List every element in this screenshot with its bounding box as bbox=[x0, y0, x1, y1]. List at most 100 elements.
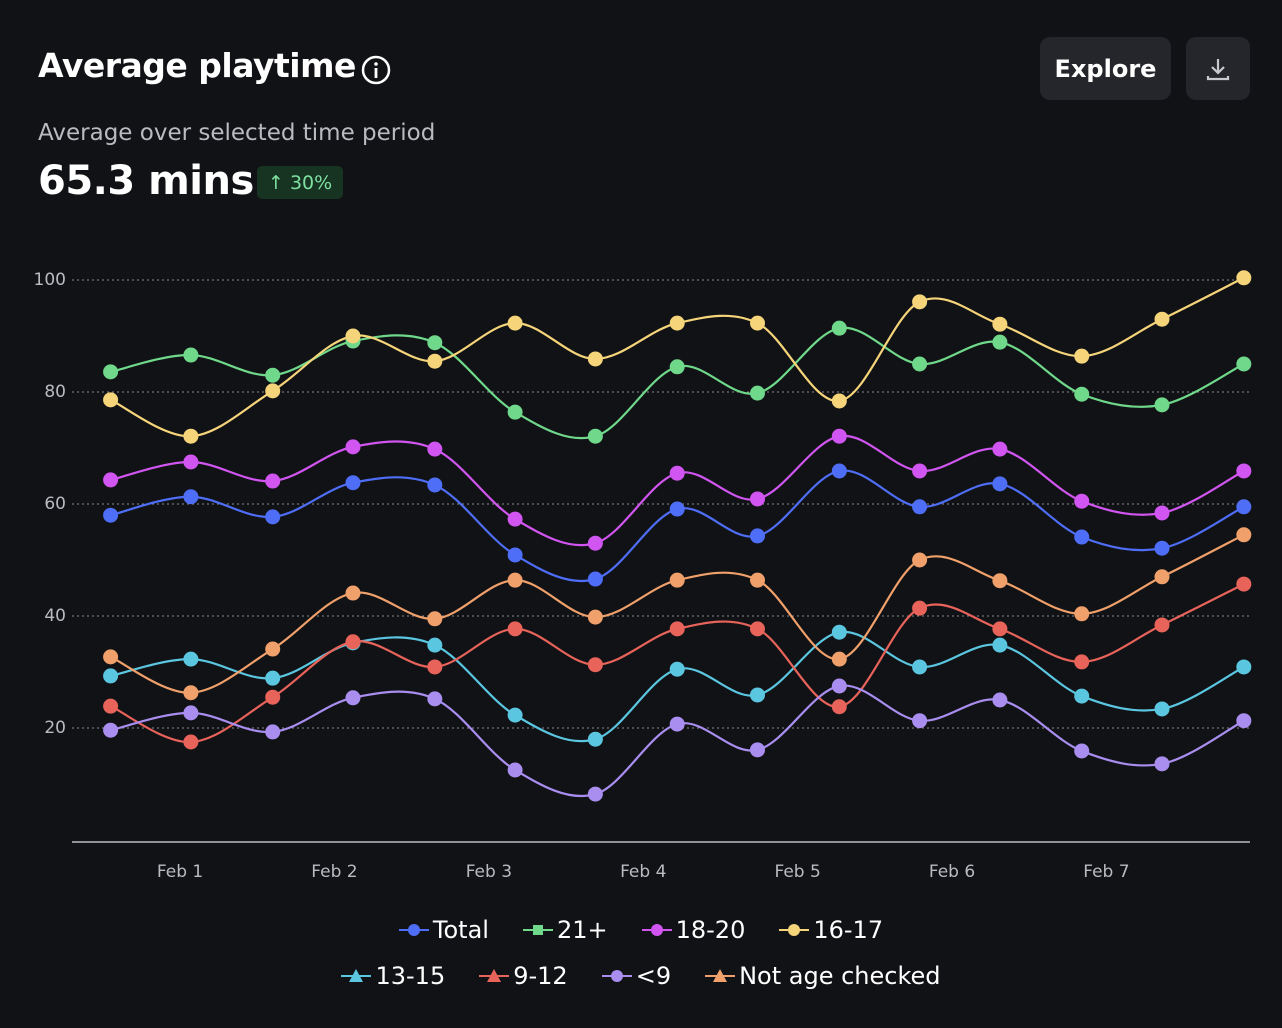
data-point bbox=[912, 713, 928, 729]
info-icon[interactable] bbox=[360, 54, 392, 86]
download-button[interactable] bbox=[1186, 37, 1250, 100]
legend-marker bbox=[341, 969, 372, 982]
data-point bbox=[1236, 270, 1252, 286]
data-point bbox=[507, 762, 523, 778]
data-point bbox=[992, 692, 1008, 708]
data-point bbox=[507, 572, 523, 588]
legend-symbol bbox=[650, 924, 663, 936]
data-point bbox=[265, 689, 281, 705]
legend-symbol bbox=[610, 970, 623, 982]
legend-symbol bbox=[532, 925, 543, 935]
legend-item[interactable]: Total bbox=[398, 912, 489, 948]
data-point bbox=[749, 621, 765, 637]
y-tick-label: 20 bbox=[44, 718, 66, 738]
data-point bbox=[587, 609, 603, 625]
data-point bbox=[1074, 688, 1090, 704]
data-point bbox=[345, 690, 361, 706]
data-point bbox=[912, 356, 928, 372]
data-point bbox=[1236, 527, 1252, 543]
data-point bbox=[103, 507, 119, 523]
data-point bbox=[831, 428, 847, 444]
data-point bbox=[265, 724, 281, 740]
legend-marker bbox=[779, 924, 810, 936]
data-point bbox=[749, 687, 765, 703]
data-point bbox=[669, 716, 685, 732]
data-point bbox=[1154, 505, 1170, 521]
data-point bbox=[1236, 713, 1252, 729]
data-point bbox=[669, 572, 685, 588]
data-point bbox=[992, 334, 1008, 350]
data-point bbox=[1154, 756, 1170, 772]
x-tick-label: Feb 1 bbox=[157, 862, 203, 882]
legend-label: <9 bbox=[635, 962, 672, 990]
legend-item[interactable]: Not age checked bbox=[705, 958, 941, 994]
data-point bbox=[1154, 397, 1170, 413]
data-point bbox=[1074, 348, 1090, 364]
data-point bbox=[831, 699, 847, 715]
data-point bbox=[103, 472, 119, 488]
data-point bbox=[183, 347, 199, 363]
data-point bbox=[831, 651, 847, 667]
data-point bbox=[427, 441, 443, 457]
data-point bbox=[1236, 576, 1252, 592]
legend-item[interactable]: 18-20 bbox=[641, 912, 745, 948]
legend-item[interactable]: <9 bbox=[601, 958, 672, 994]
data-point bbox=[749, 572, 765, 588]
legend-label: Not age checked bbox=[739, 962, 941, 990]
data-point bbox=[345, 475, 361, 491]
data-point bbox=[912, 659, 928, 675]
data-point bbox=[831, 320, 847, 336]
data-point bbox=[831, 463, 847, 479]
legend-symbol bbox=[713, 969, 728, 982]
data-point bbox=[749, 315, 765, 331]
legend-item[interactable]: 21+ bbox=[522, 912, 608, 948]
data-point bbox=[669, 661, 685, 677]
data-point bbox=[992, 637, 1008, 653]
data-point bbox=[1236, 463, 1252, 479]
legend-label: Total bbox=[432, 916, 489, 944]
data-point bbox=[669, 621, 685, 637]
data-point bbox=[1074, 386, 1090, 402]
data-point bbox=[669, 465, 685, 481]
data-point bbox=[265, 509, 281, 525]
data-point bbox=[587, 657, 603, 673]
data-point bbox=[103, 364, 119, 380]
data-point bbox=[183, 428, 199, 444]
data-point bbox=[427, 659, 443, 675]
data-point bbox=[831, 393, 847, 409]
y-tick-label: 80 bbox=[44, 382, 66, 402]
data-point bbox=[1236, 356, 1252, 372]
legend-item[interactable]: 13-15 bbox=[341, 958, 445, 994]
data-point bbox=[183, 734, 199, 750]
legend-symbol bbox=[487, 969, 502, 982]
data-point bbox=[103, 668, 119, 684]
explore-button[interactable]: Explore bbox=[1040, 37, 1171, 100]
data-point bbox=[427, 477, 443, 493]
data-point bbox=[912, 499, 928, 515]
y-tick-label: 100 bbox=[34, 270, 66, 290]
data-point bbox=[831, 678, 847, 694]
series-line bbox=[110, 326, 1245, 440]
legend-item[interactable]: 16-17 bbox=[779, 912, 883, 948]
legend: Total 21+ 18-20 16-17 13-15 9-12 <9 Not age che… bbox=[200, 912, 1082, 994]
legend-marker bbox=[705, 969, 736, 982]
x-tick-label: Feb 7 bbox=[1083, 862, 1129, 882]
data-point bbox=[1154, 311, 1170, 327]
data-point bbox=[265, 367, 281, 383]
data-point bbox=[669, 315, 685, 331]
data-point bbox=[427, 611, 443, 627]
data-point bbox=[831, 624, 847, 640]
data-point bbox=[345, 585, 361, 601]
legend-item[interactable]: 9-12 bbox=[479, 958, 568, 994]
data-point bbox=[992, 316, 1008, 332]
data-point bbox=[507, 547, 523, 563]
series-line bbox=[110, 469, 1245, 583]
data-point bbox=[749, 491, 765, 507]
legend-label: 16-17 bbox=[813, 916, 884, 944]
data-point bbox=[427, 335, 443, 351]
data-point bbox=[1154, 540, 1170, 556]
data-point bbox=[103, 698, 119, 714]
data-point bbox=[265, 473, 281, 489]
data-point bbox=[507, 707, 523, 723]
